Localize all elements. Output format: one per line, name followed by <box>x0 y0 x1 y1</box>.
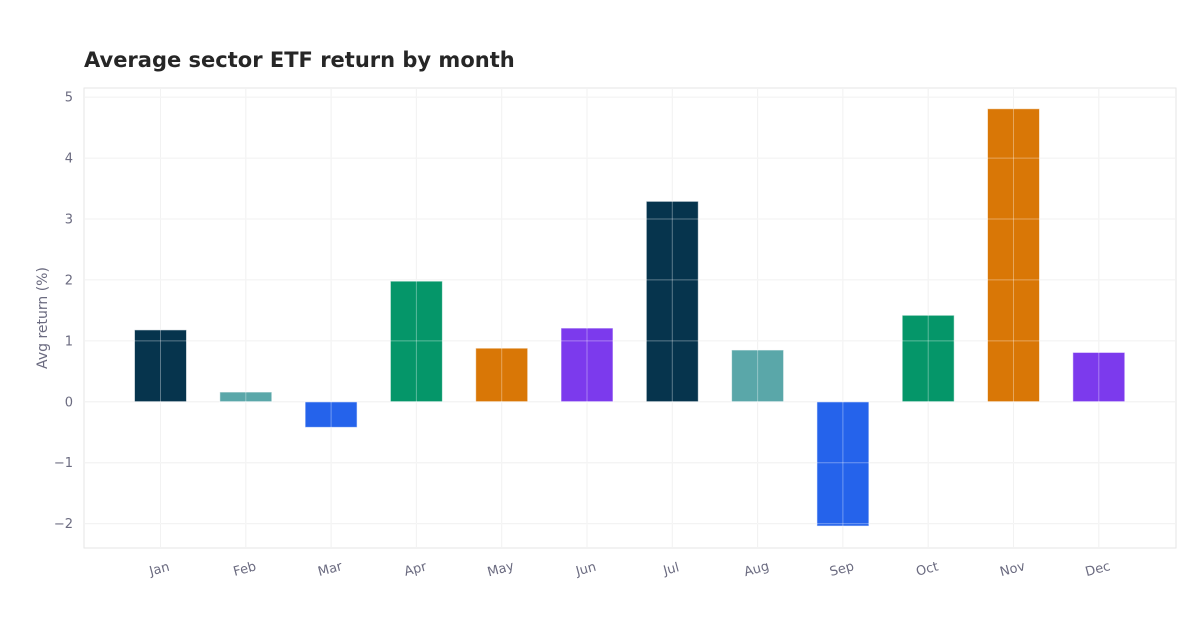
x-tick-label: Feb <box>232 559 258 579</box>
x-tick-label: Aug <box>742 559 770 580</box>
y-tick-label: 0 <box>65 395 73 410</box>
bar-overlay-gridlines <box>84 88 1176 548</box>
y-axis-title: Avg return (%) <box>35 267 51 369</box>
x-tick-label: Jul <box>661 560 681 579</box>
x-axis-ticks: Jan Feb Mar Apr May Jun Jul Aug Sep Oct Nov Dec <box>147 559 1112 581</box>
bar-aug <box>731 349 785 403</box>
y-axis-ticks: −2 −1 0 1 2 3 4 5 <box>54 91 73 532</box>
x-tick-label: Jun <box>573 560 597 580</box>
bar-oct <box>901 314 955 403</box>
bars <box>134 108 1126 527</box>
y-tick-label: 4 <box>65 152 73 167</box>
bar-feb <box>219 391 273 403</box>
y-tick-label: −2 <box>54 517 73 532</box>
bar-jul <box>645 200 699 403</box>
y-tick-label: −1 <box>54 456 73 471</box>
bar-sep <box>816 401 870 527</box>
bar-nov <box>987 108 1040 403</box>
y-tick-label: 2 <box>65 273 73 288</box>
y-tick-label: 3 <box>65 212 73 227</box>
x-tick-label: Jan <box>147 560 171 580</box>
x-tick-label: Sep <box>828 559 856 580</box>
x-tick-label: Nov <box>998 559 1027 580</box>
bar-may <box>475 347 529 403</box>
x-tick-label: Apr <box>403 559 429 579</box>
bar-mar <box>304 401 358 428</box>
x-tick-label: Oct <box>914 559 940 579</box>
bar-jun <box>560 327 614 403</box>
y-tick-label: 1 <box>65 334 73 349</box>
x-tick-label: Mar <box>316 559 344 580</box>
chart-title: Average sector ETF return by month <box>84 48 515 72</box>
bar-apr <box>389 280 443 403</box>
y-tick-label: 5 <box>65 91 73 106</box>
x-tick-label: Dec <box>1084 559 1112 580</box>
bar-jan <box>134 329 187 403</box>
bar-dec <box>1072 351 1126 403</box>
x-tick-label: May <box>486 559 516 581</box>
